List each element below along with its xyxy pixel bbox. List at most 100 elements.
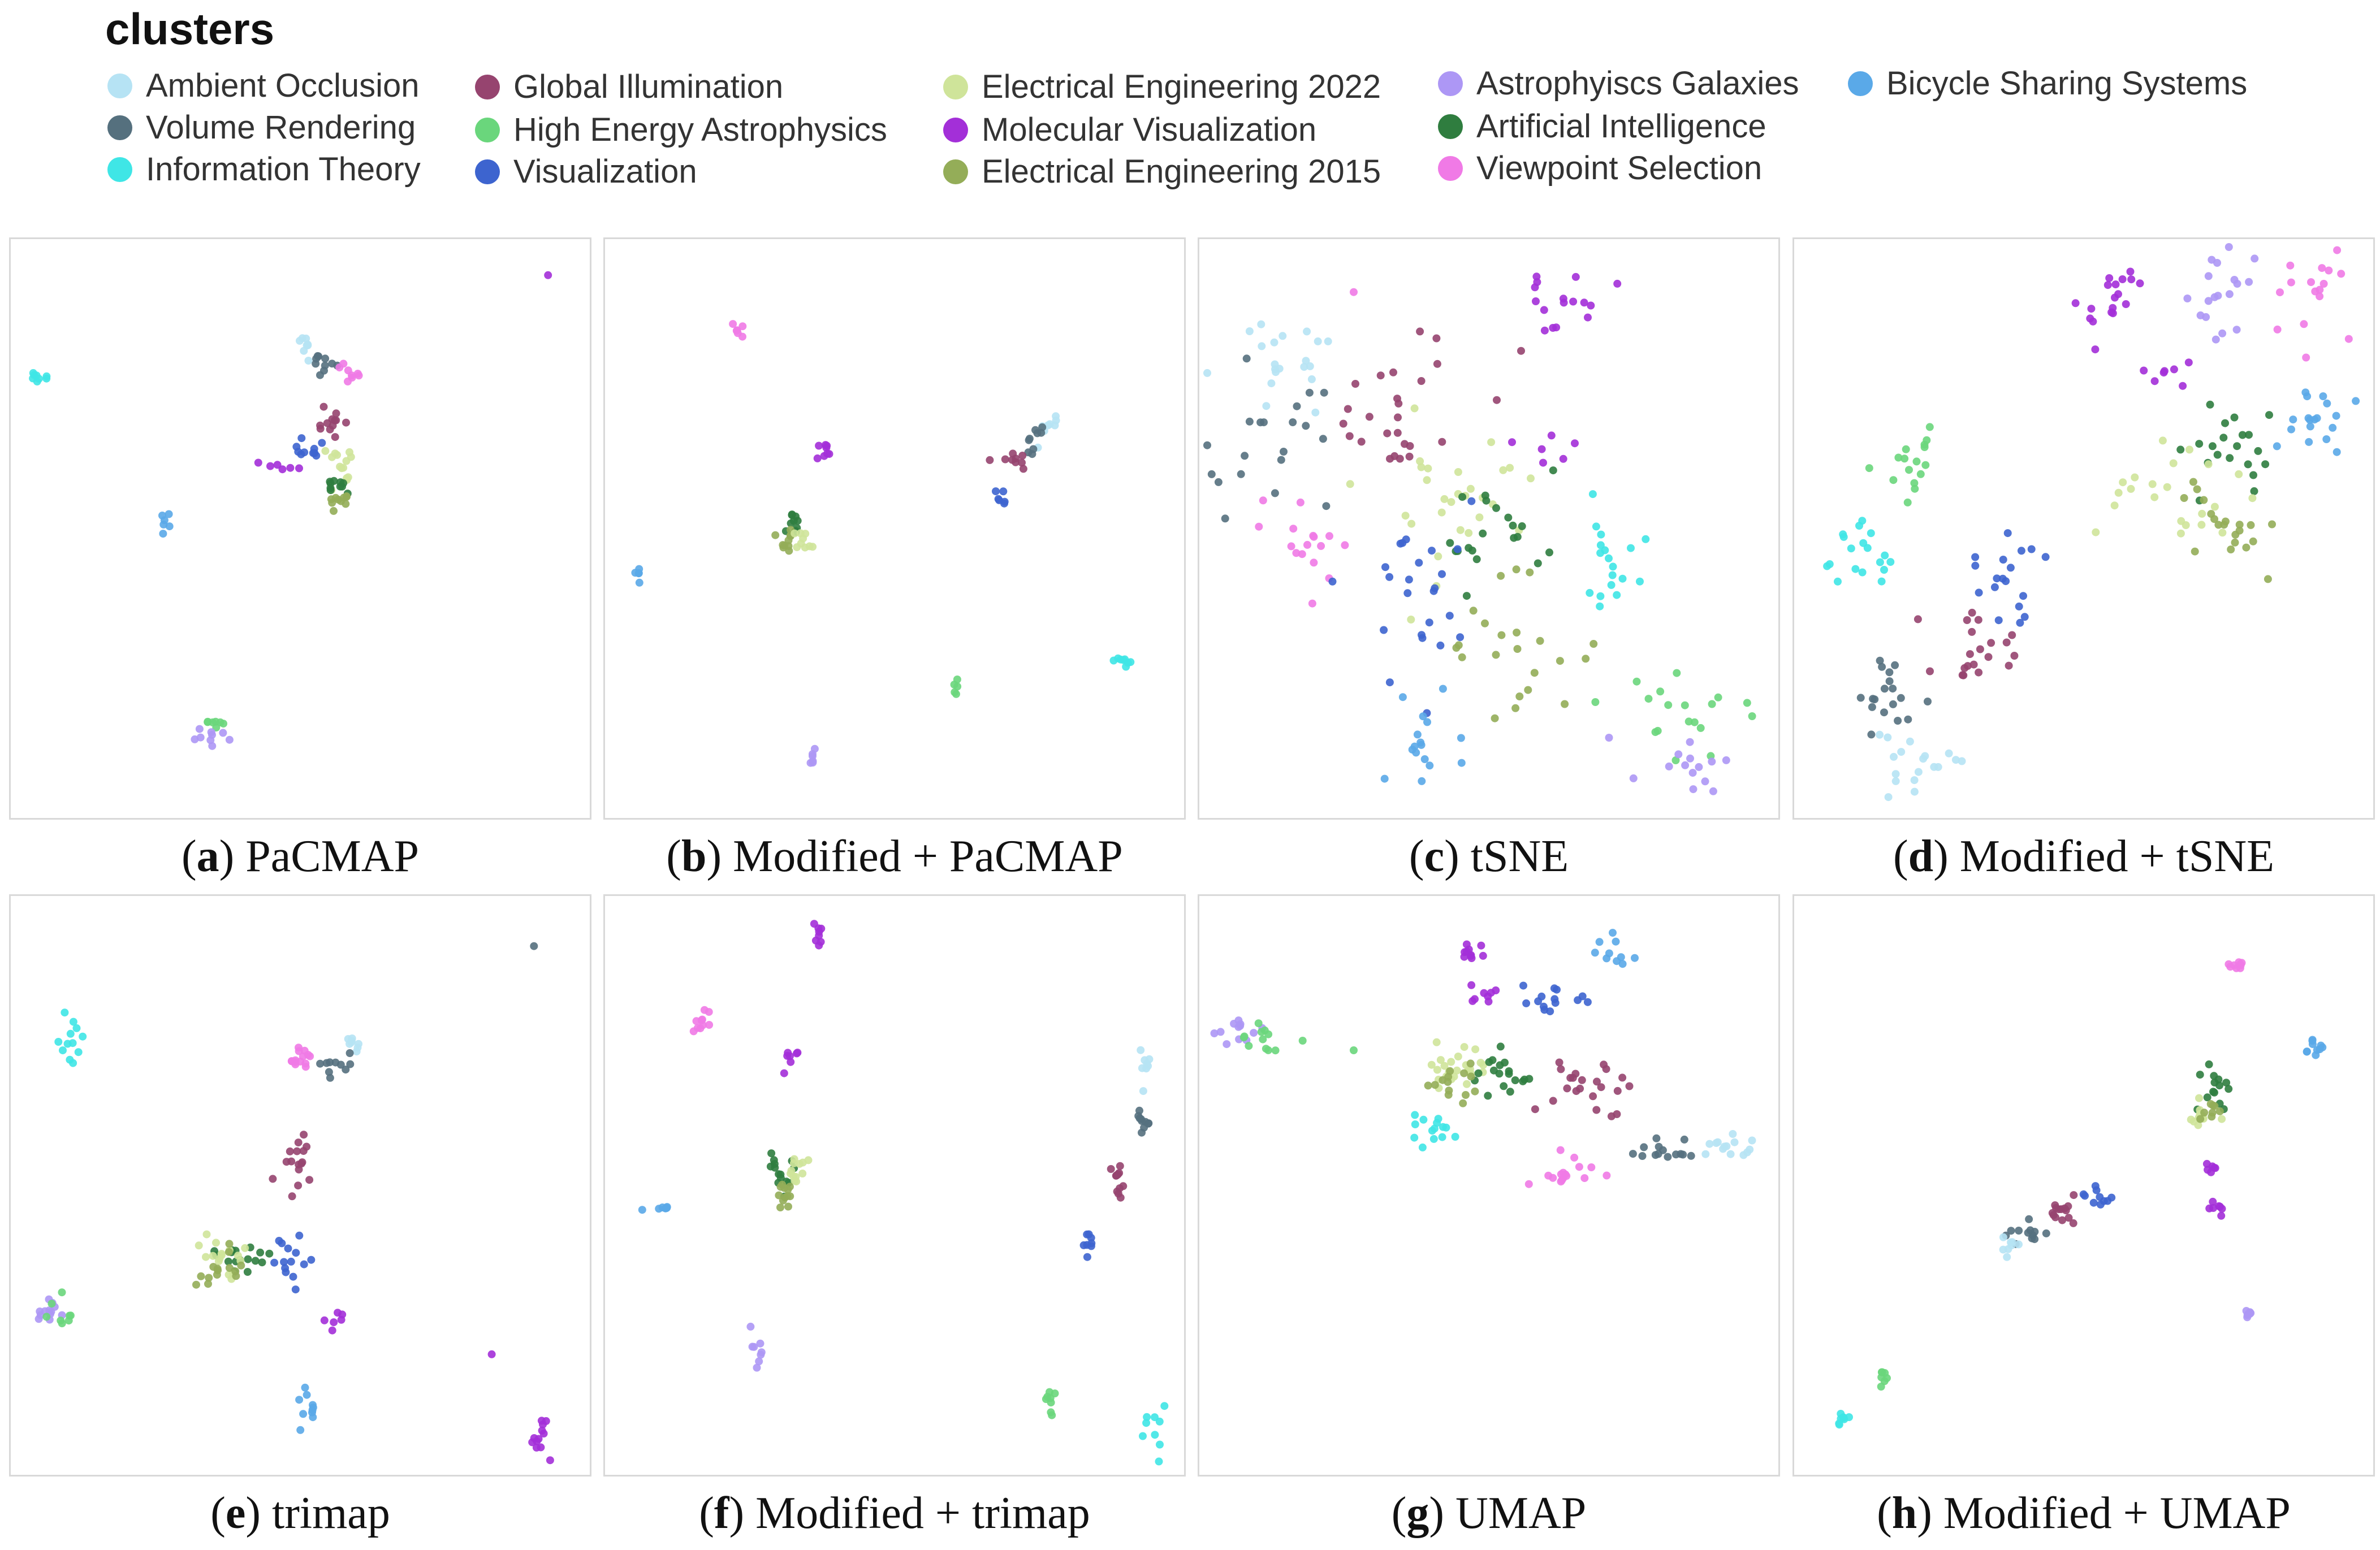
- caption-letter: a: [196, 832, 219, 881]
- point-ee15: [1469, 607, 1478, 615]
- point-ao: [1324, 337, 1332, 345]
- cluster-ao: [1203, 320, 1332, 417]
- point-ee22: [1440, 1062, 1449, 1070]
- point-gi: [1357, 438, 1366, 446]
- point-hea: [204, 717, 212, 726]
- point-vis: [1456, 633, 1465, 642]
- point-vis: [292, 1249, 300, 1257]
- legend-item-visualization: Visualization: [475, 153, 697, 190]
- point-ai: [1505, 1070, 1513, 1078]
- point-gi: [1975, 668, 1983, 677]
- point-mv: [815, 441, 823, 450]
- point-vs: [2333, 246, 2342, 254]
- point-it: [1607, 581, 1616, 589]
- point-it: [66, 1055, 74, 1064]
- point-hea: [1671, 756, 1680, 764]
- point-vis: [295, 1231, 304, 1240]
- point-ee22: [1453, 1066, 1461, 1075]
- point-ai: [2244, 460, 2252, 469]
- point-ag: [2213, 259, 2221, 267]
- point-ao: [1910, 787, 1919, 796]
- point-vr: [1320, 388, 1328, 397]
- point-ee22: [2169, 459, 2178, 467]
- point-gi: [1405, 452, 1414, 461]
- point-ee15: [2235, 521, 2244, 529]
- point-hea: [65, 1311, 74, 1320]
- point-ai: [2210, 1088, 2218, 1097]
- point-mv: [2202, 1159, 2211, 1168]
- point-ao: [1884, 733, 1892, 742]
- point-vr: [1237, 470, 1245, 478]
- point-mv: [2150, 377, 2159, 386]
- point-ag: [755, 1357, 763, 1366]
- point-vis: [2027, 545, 2036, 553]
- point-it: [61, 1008, 69, 1017]
- point-hea: [953, 682, 962, 691]
- point-ao: [2015, 1240, 2023, 1249]
- point-vis: [281, 1264, 290, 1272]
- point-ee22: [2248, 494, 2257, 503]
- point-ag: [809, 750, 817, 758]
- point-vis: [2100, 1197, 2108, 1205]
- point-ag: [1686, 754, 1694, 763]
- cluster-it: [1109, 654, 1135, 671]
- point-mv: [337, 1315, 345, 1324]
- point-ai: [1474, 1069, 1483, 1077]
- point-ao: [1999, 1233, 2007, 1241]
- point-gi: [1613, 1110, 1621, 1118]
- point-vr: [321, 354, 330, 363]
- point-gi: [1389, 368, 1397, 376]
- point-gi: [1571, 1070, 1580, 1078]
- point-ag: [1674, 750, 1683, 759]
- point-mv: [1462, 947, 1471, 956]
- point-hea: [1910, 479, 1919, 487]
- point-gi: [1926, 667, 1934, 676]
- point-vis: [1993, 574, 2001, 583]
- point-it: [1592, 522, 1600, 531]
- point-vis: [310, 444, 318, 453]
- point-vr: [336, 1060, 345, 1069]
- point-ag: [1708, 757, 1716, 766]
- point-mv: [1532, 297, 1540, 305]
- point-hea: [47, 1300, 56, 1308]
- point-ai: [330, 477, 338, 485]
- point-it: [1451, 1133, 1459, 1141]
- point-vs: [738, 322, 747, 331]
- point-mv: [787, 1058, 795, 1066]
- point-gi: [1984, 653, 1993, 661]
- point-ao: [304, 340, 312, 349]
- point-vis: [1445, 612, 1454, 620]
- point-ee22: [1423, 476, 1431, 484]
- point-vis: [1403, 589, 1412, 598]
- point-mv: [2170, 365, 2178, 374]
- point-it: [29, 369, 37, 377]
- point-ee15: [1556, 657, 1564, 665]
- point-mv: [2160, 367, 2169, 375]
- point-ao: [1267, 379, 1276, 388]
- point-it: [1627, 544, 1635, 552]
- point-mv: [1539, 458, 1547, 467]
- point-vis: [2089, 1198, 2098, 1207]
- point-gi: [294, 1181, 303, 1190]
- point-vs: [1524, 1180, 1533, 1188]
- point-ao: [1748, 1136, 1756, 1145]
- point-vr: [1024, 448, 1033, 457]
- point-vis: [1405, 575, 1413, 584]
- caption-b: (b) Modified + PaCMAP: [666, 832, 1123, 881]
- cluster-ao: [1876, 730, 1966, 802]
- point-ee15: [1582, 655, 1590, 663]
- point-vis: [1428, 547, 1436, 555]
- point-bss: [2332, 412, 2340, 420]
- point-vs: [1580, 1174, 1589, 1183]
- point-gi: [1018, 458, 1026, 467]
- point-vs: [2316, 285, 2324, 294]
- point-ao: [1311, 408, 1320, 417]
- point-hea: [1240, 1032, 1249, 1041]
- cluster-ag: [1605, 734, 1730, 795]
- point-ee22: [790, 1155, 798, 1163]
- point-gi: [305, 1176, 314, 1184]
- point-mv: [1540, 326, 1549, 335]
- point-it: [79, 1032, 87, 1041]
- point-ee22: [214, 1257, 223, 1266]
- point-it: [1886, 558, 1895, 566]
